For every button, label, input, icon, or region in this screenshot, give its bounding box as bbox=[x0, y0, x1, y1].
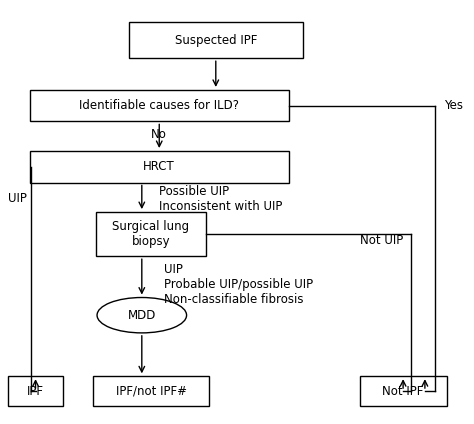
Text: IPF/not IPF#: IPF/not IPF# bbox=[116, 385, 186, 398]
Text: MDD: MDD bbox=[128, 309, 156, 322]
Text: IPF: IPF bbox=[27, 385, 44, 398]
Text: UIP
Probable UIP/possible UIP
Non-classifiable fibrosis: UIP Probable UIP/possible UIP Non-classi… bbox=[164, 262, 313, 306]
FancyBboxPatch shape bbox=[30, 90, 289, 121]
FancyBboxPatch shape bbox=[128, 22, 303, 58]
Text: UIP: UIP bbox=[9, 192, 27, 205]
FancyBboxPatch shape bbox=[96, 212, 206, 256]
Text: Not IPF: Not IPF bbox=[383, 385, 424, 398]
Text: Identifiable causes for ILD?: Identifiable causes for ILD? bbox=[79, 99, 239, 112]
Text: No: No bbox=[151, 128, 167, 141]
Text: Possible UIP
Inconsistent with UIP: Possible UIP Inconsistent with UIP bbox=[159, 185, 283, 213]
FancyBboxPatch shape bbox=[93, 376, 209, 406]
Text: Not UIP: Not UIP bbox=[359, 234, 403, 247]
Ellipse shape bbox=[97, 298, 187, 333]
FancyBboxPatch shape bbox=[9, 376, 63, 406]
FancyBboxPatch shape bbox=[359, 376, 447, 406]
Text: Suspected IPF: Suspected IPF bbox=[174, 34, 257, 47]
Text: Yes: Yes bbox=[444, 99, 464, 112]
FancyBboxPatch shape bbox=[30, 151, 289, 182]
Text: Surgical lung
biopsy: Surgical lung biopsy bbox=[112, 220, 190, 248]
Text: HRCT: HRCT bbox=[143, 160, 175, 173]
